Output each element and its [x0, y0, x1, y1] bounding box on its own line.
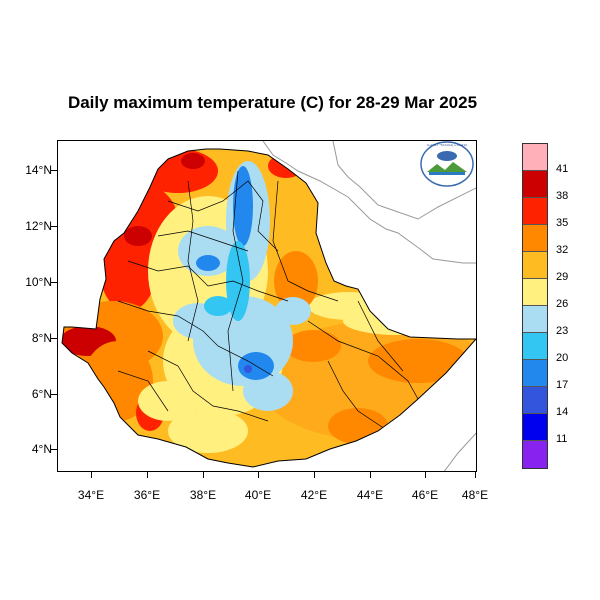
lat-label-10: 10°N: [25, 275, 52, 289]
lon-tick: [147, 472, 148, 478]
colorbar-box: [523, 441, 547, 468]
lon-tick: [475, 472, 476, 478]
colorbar-label: 17: [556, 379, 569, 391]
colorbar-box: [523, 387, 547, 414]
colorbar-label: 11: [556, 433, 568, 445]
lat-label-6: 6°N: [31, 387, 52, 401]
nma-logo-icon: የኢትዮጵያ ሜቲዎሮሎጂ ኢንስቲትዩት: [419, 140, 475, 188]
lat-tick: [51, 226, 57, 227]
colorbar-label: 23: [556, 325, 569, 337]
colorbar-label: 41: [556, 163, 569, 175]
colorbar-box: [523, 225, 547, 252]
colorbar: [522, 143, 548, 469]
lon-label-44: 44°E: [356, 488, 384, 502]
colorbar-box: [523, 333, 547, 360]
colorbar-box: [523, 252, 547, 279]
lon-label-48: 48°E: [461, 488, 489, 502]
lat-tick: [51, 282, 57, 283]
map-panel: [57, 140, 477, 472]
lon-label-36: 36°E: [133, 488, 161, 502]
map-title: Daily maximum temperature (C) for 28-29 …: [67, 93, 478, 112]
lon-label-34: 34°E: [77, 488, 105, 502]
colorbar-box: [523, 306, 547, 333]
colorbar-label: 26: [556, 298, 569, 310]
lon-label-46: 46°E: [411, 488, 439, 502]
colorbar-box: [523, 414, 547, 441]
colorbar-box: [523, 144, 547, 171]
lon-tick: [370, 472, 371, 478]
colorbar-label: 14: [556, 406, 569, 418]
temperature-map: [61, 141, 476, 471]
lat-label-14: 14°N: [25, 163, 52, 177]
lat-tick: [51, 449, 57, 450]
colorbar-label: 35: [556, 217, 569, 229]
lon-tick: [425, 472, 426, 478]
lon-tick: [258, 472, 259, 478]
admin-boundaries: [117, 170, 419, 432]
country-border: [61, 148, 476, 468]
colorbar-box: [523, 360, 547, 387]
lat-label-8: 8°N: [31, 331, 52, 345]
lat-label-12: 12°N: [25, 219, 52, 233]
colorbar-label: 38: [556, 190, 569, 202]
lon-label-42: 42°E: [300, 488, 328, 502]
logo-text: የኢትዮጵያ ሜቲዎሮሎጂ ኢንስቲትዩት: [427, 143, 468, 147]
temperature-field: [62, 149, 476, 467]
colorbar-box: [523, 198, 547, 225]
colorbar-box: [523, 279, 547, 306]
lon-label-40: 40°E: [244, 488, 272, 502]
lat-tick: [51, 170, 57, 171]
lon-label-38: 38°E: [189, 488, 217, 502]
colorbar-label: 29: [556, 271, 569, 283]
lon-tick: [314, 472, 315, 478]
lat-label-4: 4°N: [31, 442, 52, 456]
lon-tick: [91, 472, 92, 478]
colorbar-label: 20: [556, 352, 569, 364]
lat-tick: [51, 338, 57, 339]
lon-tick: [203, 472, 204, 478]
colorbar-box: [523, 171, 547, 198]
lat-tick: [51, 394, 57, 395]
colorbar-label: 32: [556, 244, 569, 256]
neighbor-borders: [262, 141, 476, 471]
